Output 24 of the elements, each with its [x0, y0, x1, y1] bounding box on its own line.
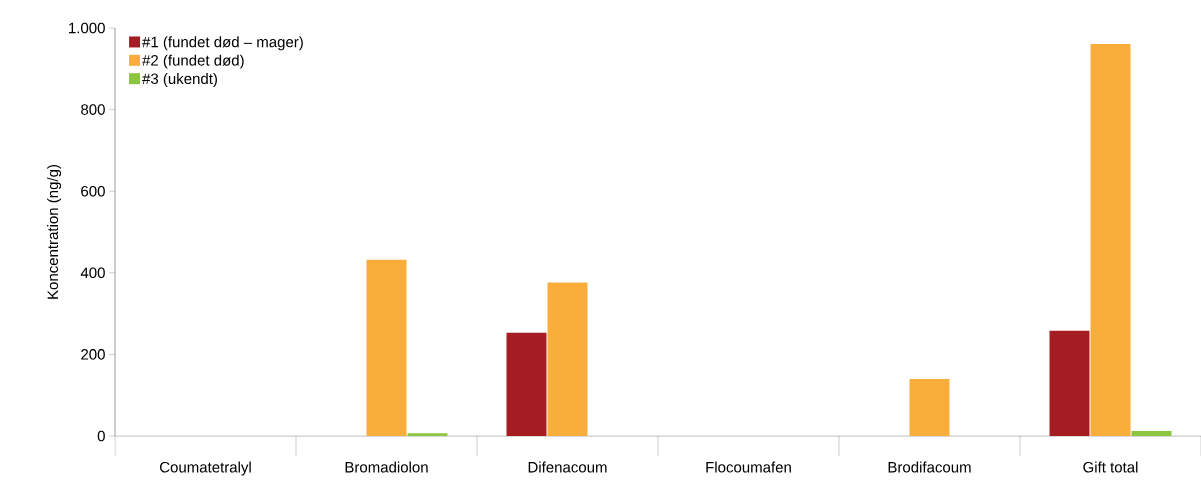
x-tick-label: Coumatetralyl — [160, 461, 251, 476]
bar — [506, 332, 547, 436]
y-tick-label: 1.000 — [69, 22, 105, 34]
bar — [407, 433, 448, 436]
x-tick-label: Difenacoum — [528, 461, 607, 473]
bar — [366, 259, 407, 436]
bar — [547, 282, 588, 436]
legend-label: #2 (fundet død) — [142, 54, 244, 69]
legend-label: #3 (ukendt) — [142, 73, 217, 87]
bar — [1049, 330, 1090, 436]
y-tick-label: 400 — [80, 267, 105, 279]
bar — [1090, 43, 1131, 436]
y-tick-label: 600 — [81, 185, 105, 197]
y-tick-label: 0 — [97, 430, 105, 442]
x-tick-label: Gift total — [1083, 461, 1138, 473]
x-tick-label: Bromadiolon — [345, 461, 428, 473]
bar — [1131, 431, 1172, 436]
y-tick-label: 800 — [81, 104, 105, 115]
legend-label: #1 (fundet død – mager) — [142, 36, 303, 51]
y-axis-title: Koncentration (ng/g) — [47, 165, 62, 299]
bar — [909, 378, 950, 436]
x-tick-label: Brodifacoum — [888, 461, 971, 473]
y-tick-label: 200 — [81, 349, 105, 360]
x-tick-label: Flocoumafen — [706, 461, 791, 473]
